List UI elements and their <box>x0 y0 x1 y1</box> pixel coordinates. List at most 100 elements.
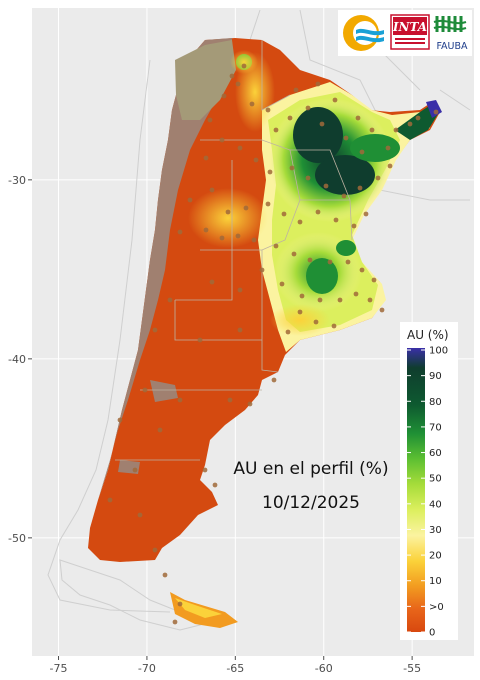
weather-station <box>273 127 279 133</box>
weather-station <box>367 297 373 303</box>
weather-station <box>203 155 209 161</box>
weather-station <box>371 277 377 283</box>
weather-station <box>315 209 321 215</box>
weather-station <box>433 109 439 115</box>
y-tick-label: -50 <box>8 532 26 545</box>
institution-swirl-logo <box>343 15 384 51</box>
weather-station <box>337 297 343 303</box>
weather-station <box>407 121 413 127</box>
weather-station <box>353 291 359 297</box>
weather-station <box>265 201 271 207</box>
legend-title: AU (%) <box>407 328 449 342</box>
weather-station <box>355 115 361 121</box>
x-tick-label: -75 <box>50 662 68 675</box>
legend-label: 90 <box>429 371 442 382</box>
weather-station <box>225 209 231 215</box>
weather-station <box>299 293 305 299</box>
weather-station <box>327 259 333 265</box>
weather-station <box>162 572 168 578</box>
province-borders <box>115 40 353 461</box>
weather-station <box>227 397 233 403</box>
weather-station <box>212 482 218 488</box>
weather-station <box>319 121 325 127</box>
weather-station <box>265 107 271 113</box>
weather-station <box>273 243 279 249</box>
weather-station <box>379 307 385 313</box>
weather-station <box>219 235 225 241</box>
y-tick-label: -30 <box>8 174 26 187</box>
weather-station <box>393 127 399 133</box>
map-date: 10/12/2025 <box>262 493 360 513</box>
station-dots <box>107 63 439 625</box>
legend-label: 100 <box>429 346 448 357</box>
weather-station <box>235 233 241 239</box>
y-axis: -30 -40 -50 <box>8 174 32 545</box>
weather-station <box>351 223 357 229</box>
weather-station <box>251 237 257 243</box>
x-tick-label: -60 <box>315 662 333 675</box>
legend-label: 80 <box>429 397 442 408</box>
map-title: AU en el perfil (%) <box>233 459 388 479</box>
weather-station <box>177 601 183 607</box>
weather-station <box>387 163 393 169</box>
inta-logo: INTA <box>390 14 430 50</box>
weather-station <box>331 323 337 329</box>
weather-station <box>291 251 297 257</box>
weather-station <box>107 497 113 503</box>
legend-label: 10 <box>429 576 442 587</box>
legend-label: 0 <box>429 628 435 639</box>
weather-station <box>235 81 241 87</box>
weather-station <box>187 197 193 203</box>
weather-station <box>345 259 351 265</box>
weather-station <box>363 211 369 217</box>
weather-station <box>313 319 319 325</box>
weather-station <box>385 145 391 151</box>
weather-station <box>307 257 313 263</box>
weather-station <box>142 387 148 393</box>
weather-station <box>285 329 291 335</box>
y-tick-label: -40 <box>8 353 26 366</box>
svg-text:FAUBA: FAUBA <box>436 41 468 52</box>
legend: AU (%) 100 90 80 70 60 50 40 30 20 10 >0 0 <box>400 322 458 640</box>
weather-station <box>249 101 255 107</box>
weather-station <box>287 115 293 121</box>
weather-station <box>209 279 215 285</box>
legend-label: 40 <box>429 499 442 510</box>
weather-station <box>332 97 338 103</box>
legend-label: 60 <box>429 448 442 459</box>
weather-station <box>297 309 303 315</box>
weather-station <box>197 337 203 343</box>
weather-station <box>305 105 311 111</box>
weather-station <box>137 512 143 518</box>
weather-station <box>237 287 243 293</box>
weather-station <box>293 87 299 93</box>
weather-station <box>323 183 329 189</box>
legend-label: >0 <box>429 602 444 613</box>
weather-station <box>202 467 208 473</box>
weather-station <box>359 149 365 155</box>
svg-text:INTA: INTA <box>392 20 427 34</box>
weather-station <box>177 397 183 403</box>
weather-station <box>243 205 249 211</box>
legend-label: 50 <box>429 474 442 485</box>
legend-label: 70 <box>429 422 442 433</box>
weather-station <box>333 217 339 223</box>
andes-mask <box>98 38 232 500</box>
weather-station <box>157 427 163 433</box>
weather-station <box>317 297 323 303</box>
weather-station <box>219 137 225 143</box>
weather-station <box>297 219 303 225</box>
weather-station <box>359 267 365 273</box>
weather-station <box>305 175 311 181</box>
weather-station <box>315 81 321 87</box>
weather-station <box>415 115 421 121</box>
weather-station <box>375 175 381 181</box>
chile-coast-outline <box>47 59 171 613</box>
x-axis: -75 -70 -65 -60 -55 <box>50 656 421 675</box>
x-tick-label: -55 <box>403 662 421 675</box>
weather-station <box>289 165 295 171</box>
weather-station <box>229 73 235 79</box>
weather-station <box>357 185 363 191</box>
weather-station <box>237 145 243 151</box>
